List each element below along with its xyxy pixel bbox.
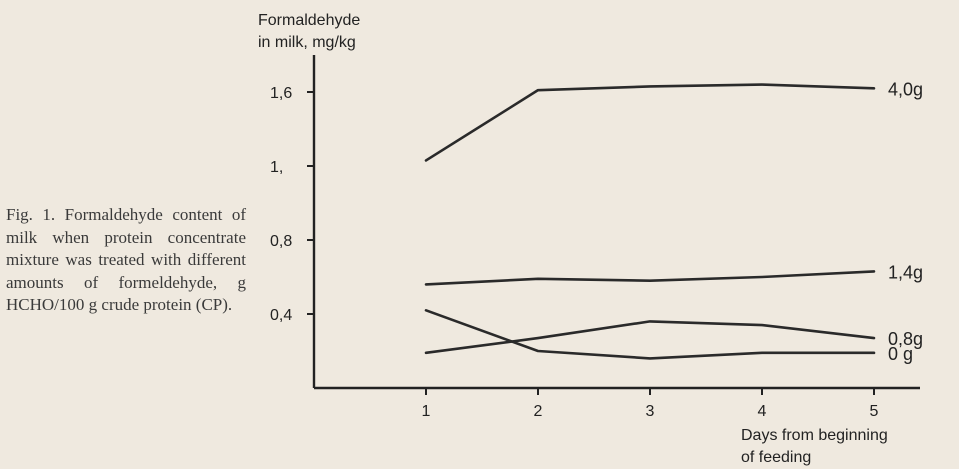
series-layer: 4,0g 1,4g 0,8g0 g xyxy=(424,79,923,364)
series-label-1-4g: 1,4g xyxy=(888,262,923,282)
axes: 0,4 0,8 1, 1,6 1 2 3 4 5 xyxy=(270,55,920,420)
y-tick-label: 1, xyxy=(270,159,283,176)
x-tick-label: 3 xyxy=(646,403,655,420)
series-line-0-8g xyxy=(424,320,876,355)
series-line-0-g xyxy=(424,308,876,360)
series-label-0-g: 0 g xyxy=(888,344,913,364)
series-label-0-8g: 0,8g xyxy=(888,329,923,349)
figure-caption: Fig. 1. Formaldehyde content of milk whe… xyxy=(6,205,246,314)
series-line-1-4g xyxy=(424,270,876,286)
x-axis-title-line1: Days from beginning xyxy=(741,427,888,444)
x-tick-label: 5 xyxy=(870,403,879,420)
x-tick-label: 4 xyxy=(758,403,767,420)
y-axis-title-line2: in milk, mg/kg xyxy=(258,34,356,51)
series-label-4-0g: 4,0g xyxy=(888,79,923,99)
x-tick-label: 1 xyxy=(422,403,431,420)
y-tick-label: 0,8 xyxy=(270,233,292,250)
x-tick-label: 2 xyxy=(534,403,543,420)
y-axis-title-line1: Formaldehyde xyxy=(258,12,360,29)
series-line-4-0g xyxy=(424,83,876,162)
y-tick-label: 0,4 xyxy=(270,307,292,324)
y-tick-label: 1,6 xyxy=(270,85,292,102)
x-axis-title-line2: of feeding xyxy=(741,449,811,466)
